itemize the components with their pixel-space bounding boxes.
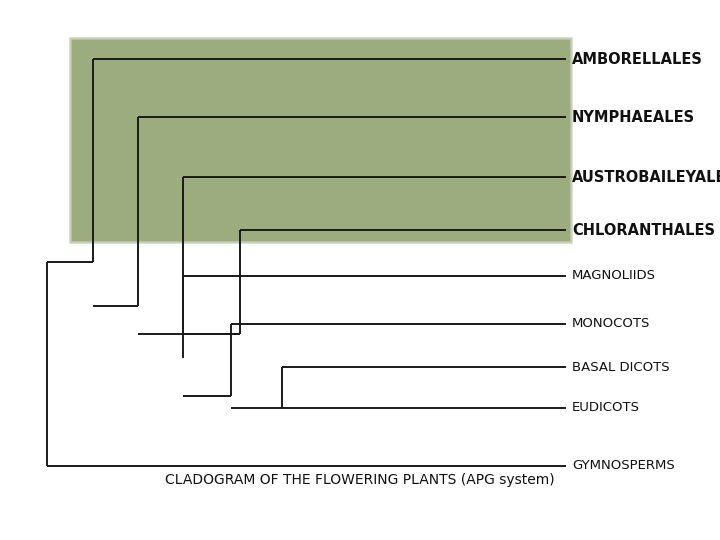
Text: EUDICOTS: EUDICOTS xyxy=(572,401,640,414)
Text: MAGNOLIIDS: MAGNOLIIDS xyxy=(572,269,656,282)
Text: GYMNOSPERMS: GYMNOSPERMS xyxy=(572,459,675,472)
Text: AMBORELLALES: AMBORELLALES xyxy=(572,52,703,67)
Text: NYMPHAEALES: NYMPHAEALES xyxy=(572,110,695,125)
Text: MONOCOTS: MONOCOTS xyxy=(572,318,650,330)
Bar xyxy=(71,38,571,242)
Text: AUSTROBAILEYALES: AUSTROBAILEYALES xyxy=(572,170,720,185)
Text: CHLORANTHALES: CHLORANTHALES xyxy=(572,222,715,238)
Text: BASAL DICOTS: BASAL DICOTS xyxy=(572,361,670,374)
Text: CLADOGRAM OF THE FLOWERING PLANTS (APG system): CLADOGRAM OF THE FLOWERING PLANTS (APG s… xyxy=(165,473,555,487)
